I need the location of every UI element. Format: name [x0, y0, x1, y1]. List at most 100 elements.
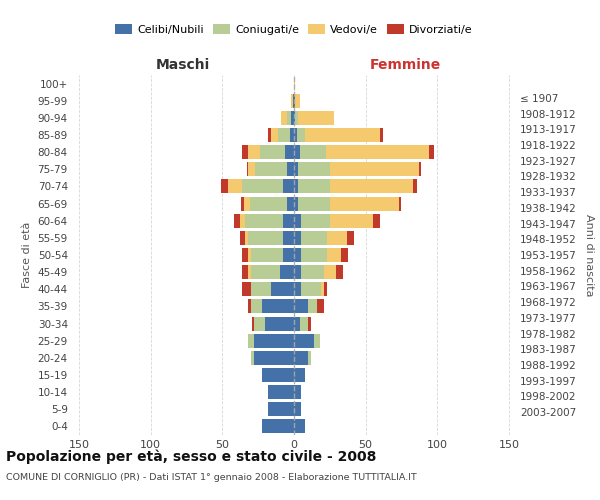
Bar [248, 145, 260, 159]
Bar [294, 111, 295, 125]
Bar [317, 300, 324, 314]
Bar [294, 145, 300, 159]
Bar [260, 145, 286, 159]
Bar [256, 162, 287, 176]
Bar [294, 334, 314, 347]
Bar [308, 316, 311, 330]
Bar [247, 162, 248, 176]
Legend: Celibi/Nubili, Coniugati/e, Vedovi/e, Divorziati/e: Celibi/Nubili, Coniugati/e, Vedovi/e, Di… [111, 20, 477, 39]
Bar [298, 180, 330, 194]
Bar [301, 214, 330, 228]
Bar [265, 316, 294, 330]
Bar [283, 248, 294, 262]
Text: Maschi: Maschi [156, 58, 210, 71]
Bar [287, 162, 294, 176]
Bar [251, 265, 280, 279]
Y-axis label: Anni di nascita: Anni di nascita [584, 214, 593, 296]
Bar [327, 248, 341, 262]
Bar [291, 111, 294, 125]
Bar [330, 162, 419, 176]
Bar [242, 248, 248, 262]
Bar [330, 180, 413, 194]
Bar [308, 300, 317, 314]
Text: Popolazione per età, sesso e stato civile - 2008: Popolazione per età, sesso e stato civil… [6, 450, 376, 464]
Bar [373, 214, 380, 228]
Bar [295, 111, 298, 125]
Bar [228, 180, 242, 194]
Bar [301, 248, 327, 262]
Bar [308, 351, 311, 365]
Text: COMUNE DI CORNIGLIO (PR) - Dati ISTAT 1° gennaio 2008 - Elaborazione TUTTITALIA.: COMUNE DI CORNIGLIO (PR) - Dati ISTAT 1°… [6, 472, 417, 482]
Bar [248, 162, 256, 176]
Bar [286, 145, 294, 159]
Bar [347, 231, 354, 245]
Bar [294, 94, 295, 108]
Bar [244, 196, 250, 210]
Bar [248, 334, 254, 347]
Bar [294, 316, 300, 330]
Bar [262, 300, 294, 314]
Bar [321, 282, 324, 296]
Bar [283, 214, 294, 228]
Bar [283, 180, 294, 194]
Bar [294, 214, 301, 228]
Bar [253, 316, 254, 330]
Bar [271, 282, 294, 296]
Bar [335, 265, 343, 279]
Bar [268, 385, 294, 399]
Bar [242, 282, 251, 296]
Bar [428, 145, 434, 159]
Bar [251, 300, 262, 314]
Bar [262, 420, 294, 434]
Bar [254, 351, 294, 365]
Bar [294, 128, 297, 142]
Bar [251, 351, 254, 365]
Bar [239, 231, 245, 245]
Bar [283, 231, 294, 245]
Text: Femmine: Femmine [370, 58, 440, 71]
Bar [271, 128, 278, 142]
Bar [254, 334, 294, 347]
Bar [295, 94, 300, 108]
Bar [268, 128, 271, 142]
Bar [251, 282, 271, 296]
Bar [294, 402, 301, 416]
Bar [287, 196, 294, 210]
Bar [278, 128, 290, 142]
Bar [294, 162, 298, 176]
Bar [251, 248, 283, 262]
Bar [301, 265, 324, 279]
Bar [300, 145, 326, 159]
Bar [248, 265, 251, 279]
Bar [248, 248, 251, 262]
Bar [248, 231, 283, 245]
Bar [242, 145, 248, 159]
Bar [305, 128, 380, 142]
Bar [290, 128, 294, 142]
Bar [327, 231, 347, 245]
Bar [281, 111, 287, 125]
Bar [413, 180, 417, 194]
Bar [298, 111, 334, 125]
Bar [234, 214, 239, 228]
Y-axis label: Fasce di età: Fasce di età [22, 222, 32, 288]
Bar [241, 196, 244, 210]
Bar [242, 180, 283, 194]
Bar [294, 351, 308, 365]
Bar [293, 94, 294, 108]
Bar [248, 300, 251, 314]
Bar [245, 214, 283, 228]
Bar [298, 162, 330, 176]
Bar [294, 231, 301, 245]
Bar [314, 334, 320, 347]
Bar [280, 265, 294, 279]
Bar [301, 231, 327, 245]
Bar [294, 248, 301, 262]
Bar [398, 196, 401, 210]
Bar [221, 180, 228, 194]
Bar [245, 231, 248, 245]
Bar [301, 282, 321, 296]
Bar [294, 76, 295, 90]
Bar [294, 282, 301, 296]
Bar [341, 248, 349, 262]
